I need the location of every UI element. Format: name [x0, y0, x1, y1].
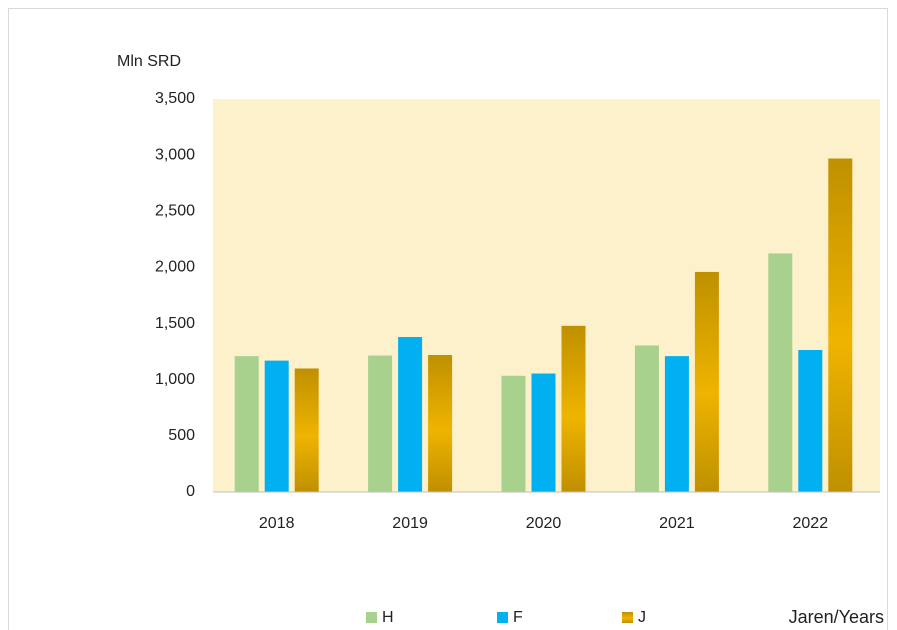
y-tick-label: 0 [186, 483, 195, 500]
bar [694, 271, 719, 492]
y-tick-label: 2,000 [155, 259, 195, 276]
legend-label: F [513, 609, 523, 626]
legend-label: H [382, 609, 394, 626]
bar [398, 337, 423, 492]
bar [531, 373, 556, 492]
y-tick-label: 3,000 [155, 146, 195, 163]
x-tick-label: 2021 [659, 515, 695, 532]
y-tick-label: 500 [168, 427, 195, 444]
x-tick-label: 2022 [793, 515, 829, 532]
bar [428, 355, 453, 492]
y-tick-label: 2,500 [155, 203, 195, 220]
bar [561, 325, 586, 492]
legend-swatch [497, 612, 508, 623]
x-axis-title: Jaren/Years [789, 607, 884, 627]
x-tick-label: 2018 [259, 515, 295, 532]
legend-swatch [366, 612, 377, 623]
bar [234, 356, 259, 492]
bar [798, 349, 823, 492]
bar [768, 253, 793, 492]
bar [264, 360, 289, 492]
bar [828, 158, 853, 493]
y-axis-title: Mln SRD [117, 53, 181, 70]
y-tick-label: 3,500 [155, 90, 195, 107]
bar [664, 356, 689, 492]
bar [294, 368, 319, 492]
x-tick-label: 2019 [392, 515, 428, 532]
y-tick-label: 1,500 [155, 315, 195, 332]
bar [634, 345, 659, 492]
bar [368, 355, 393, 492]
y-tick-label: 1,000 [155, 371, 195, 388]
legend-label: J [638, 609, 646, 626]
bar [501, 375, 526, 492]
chart-border [8, 8, 888, 630]
x-tick-label: 2020 [526, 515, 562, 532]
legend-swatch [622, 612, 633, 623]
